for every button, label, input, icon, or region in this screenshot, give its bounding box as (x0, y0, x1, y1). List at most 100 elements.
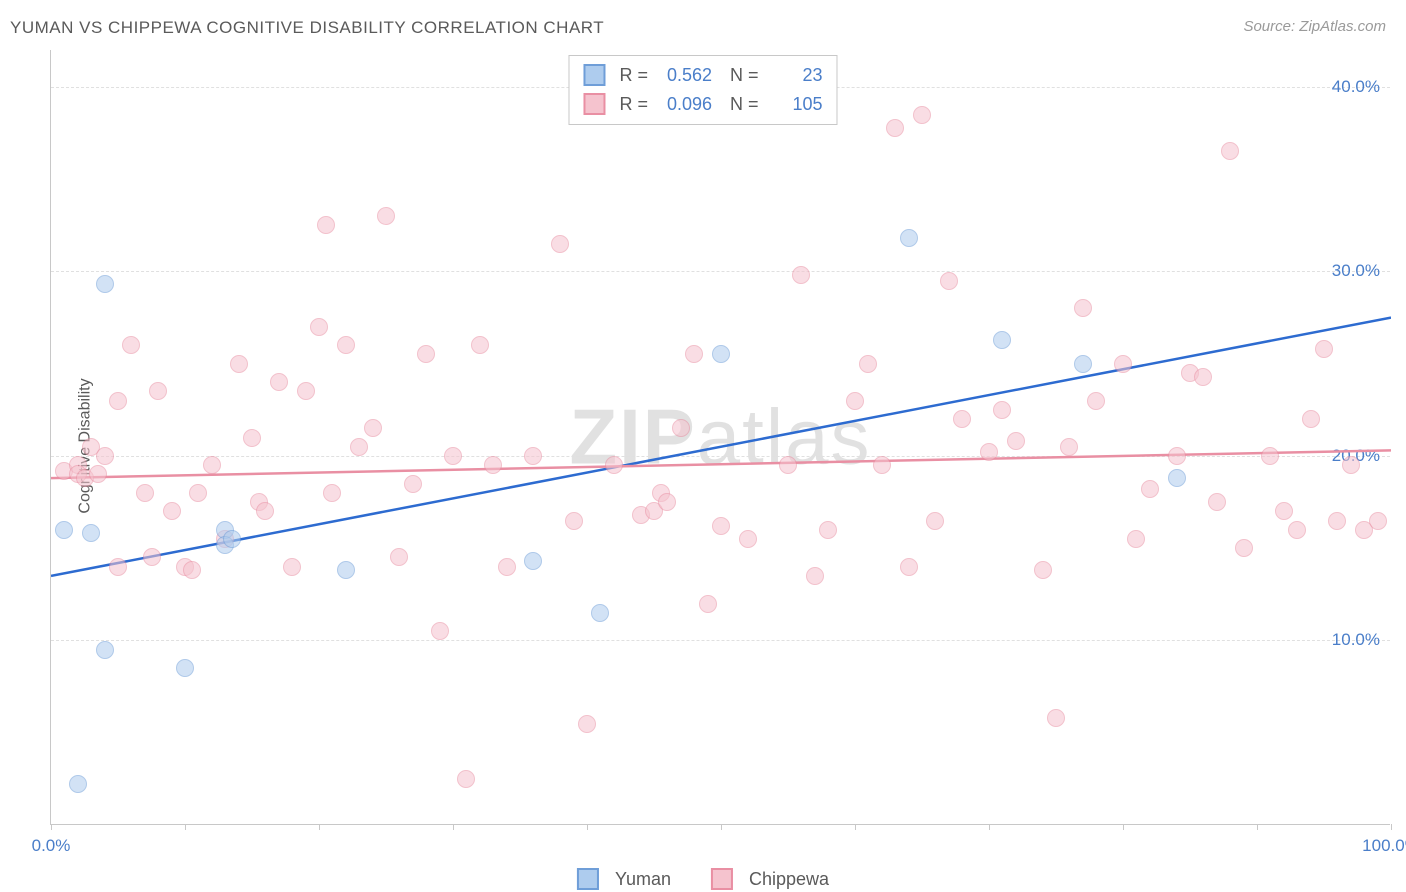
data-point (900, 229, 918, 247)
data-point (89, 465, 107, 483)
data-point (1315, 340, 1333, 358)
data-point (712, 517, 730, 535)
data-point (685, 345, 703, 363)
legend-swatch (711, 868, 733, 890)
data-point (270, 373, 288, 391)
data-point (109, 392, 127, 410)
data-point (940, 272, 958, 290)
data-point (900, 558, 918, 576)
x-tick (1123, 824, 1124, 830)
data-point (1275, 502, 1293, 520)
data-point (457, 770, 475, 788)
data-point (69, 775, 87, 793)
data-point (404, 475, 422, 493)
data-point (980, 443, 998, 461)
legend-series: Yuman Chippewa (577, 868, 829, 890)
legend-r-value: 0.096 (656, 90, 712, 119)
data-point (1342, 456, 1360, 474)
data-point (471, 336, 489, 354)
data-point (1168, 447, 1186, 465)
x-tick (989, 824, 990, 830)
data-point (350, 438, 368, 456)
data-point (323, 484, 341, 502)
legend-swatch (583, 93, 605, 115)
data-point (1060, 438, 1078, 456)
data-point (1141, 480, 1159, 498)
data-point (1047, 709, 1065, 727)
data-point (859, 355, 877, 373)
data-point (149, 382, 167, 400)
data-point (310, 318, 328, 336)
data-point (1194, 368, 1212, 386)
x-tick (721, 824, 722, 830)
legend-series-label: Chippewa (749, 869, 829, 890)
data-point (55, 521, 73, 539)
data-point (565, 512, 583, 530)
data-point (1208, 493, 1226, 511)
chart-container: YUMAN VS CHIPPEWA COGNITIVE DISABILITY C… (0, 0, 1406, 892)
x-tick (1391, 824, 1392, 830)
legend-correlation: R = 0.562 N = 23R = 0.096 N = 105 (568, 55, 837, 125)
data-point (230, 355, 248, 373)
data-point (417, 345, 435, 363)
source-label: Source: ZipAtlas.com (1243, 18, 1386, 35)
data-point (189, 484, 207, 502)
y-tick-label: 30.0% (1332, 261, 1380, 281)
data-point (1328, 512, 1346, 530)
legend-r-label: R = (619, 61, 648, 90)
data-point (256, 502, 274, 520)
data-point (1074, 299, 1092, 317)
data-point (223, 530, 241, 548)
legend-n-value: 23 (767, 61, 823, 90)
data-point (524, 447, 542, 465)
x-tick (185, 824, 186, 830)
data-point (1235, 539, 1253, 557)
data-point (1168, 469, 1186, 487)
data-point (96, 641, 114, 659)
data-point (1369, 512, 1387, 530)
x-tick (319, 824, 320, 830)
data-point (779, 456, 797, 474)
data-point (122, 336, 140, 354)
x-tick (453, 824, 454, 830)
data-point (96, 447, 114, 465)
data-point (183, 561, 201, 579)
data-point (176, 659, 194, 677)
data-point (792, 266, 810, 284)
data-point (136, 484, 154, 502)
legend-swatch (577, 868, 599, 890)
legend-n-label: N = (720, 61, 759, 90)
legend-series-item: Yuman (577, 868, 671, 890)
data-point (96, 275, 114, 293)
data-point (203, 456, 221, 474)
data-point (1074, 355, 1092, 373)
data-point (1302, 410, 1320, 428)
data-point (993, 331, 1011, 349)
data-point (377, 207, 395, 225)
data-point (1087, 392, 1105, 410)
data-point (243, 429, 261, 447)
y-tick-label: 40.0% (1332, 77, 1380, 97)
data-point (886, 119, 904, 137)
data-point (297, 382, 315, 400)
data-point (913, 106, 931, 124)
data-point (712, 345, 730, 363)
data-point (846, 392, 864, 410)
data-point (163, 502, 181, 520)
data-point (498, 558, 516, 576)
data-point (819, 521, 837, 539)
trend-line (51, 450, 1391, 478)
data-point (337, 561, 355, 579)
data-point (953, 410, 971, 428)
data-point (873, 456, 891, 474)
data-point (591, 604, 609, 622)
x-tick (51, 824, 52, 830)
legend-n-value: 105 (767, 90, 823, 119)
legend-correlation-row: R = 0.562 N = 23 (583, 61, 822, 90)
y-tick-label: 10.0% (1332, 630, 1380, 650)
legend-swatch (583, 64, 605, 86)
legend-series-item: Chippewa (711, 868, 829, 890)
legend-series-label: Yuman (615, 869, 671, 890)
legend-r-label: R = (619, 90, 648, 119)
data-point (364, 419, 382, 437)
